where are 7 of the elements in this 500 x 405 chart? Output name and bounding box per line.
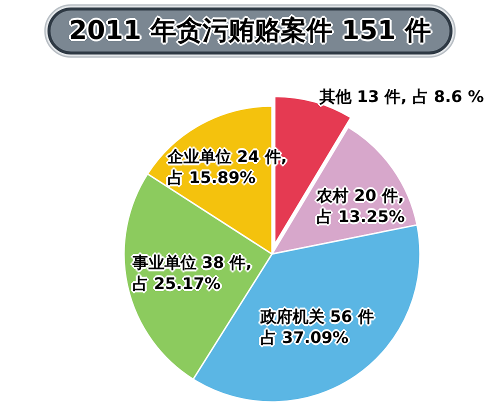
slice-label: 其他	[319, 87, 352, 106]
data-label: 13 件, 占 8.6 %	[356, 87, 484, 106]
slice-label: 政府机关	[260, 307, 324, 326]
slice-label: 事业单位	[132, 253, 196, 272]
chart-title: 2011 年贪污贿赂案件 151 件	[69, 16, 431, 46]
slice-label: 农村	[316, 186, 349, 205]
slice-label: 企业单位	[167, 147, 232, 166]
